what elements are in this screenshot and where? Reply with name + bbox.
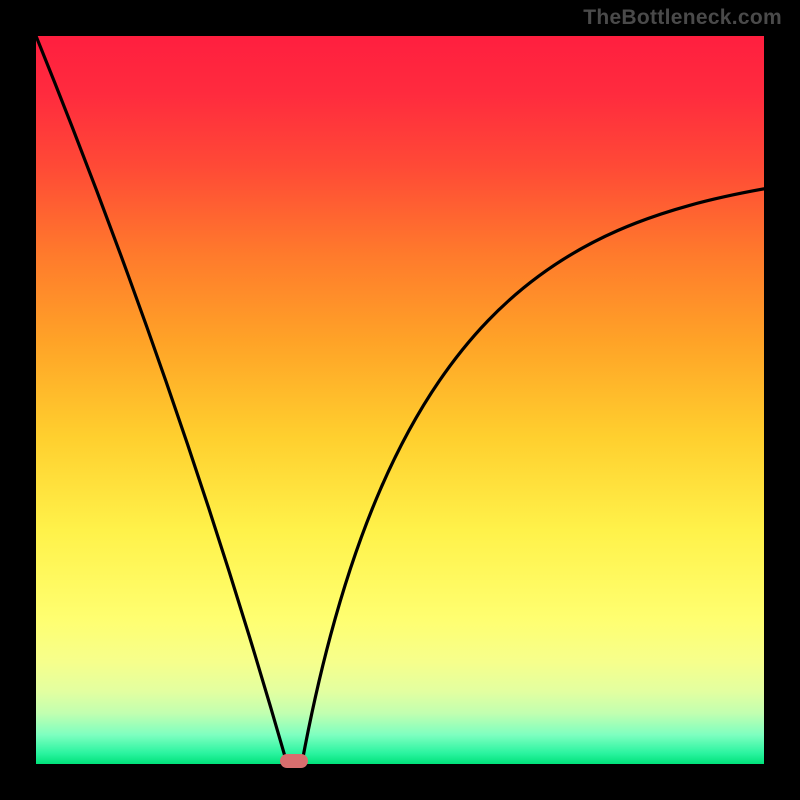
curve-left-branch <box>36 36 287 764</box>
watermark-text: TheBottleneck.com <box>583 6 782 30</box>
curve-right-branch <box>302 189 764 764</box>
apex-marker <box>280 754 308 768</box>
chart-frame: TheBottleneck.com <box>0 0 800 800</box>
bottleneck-curve <box>36 36 764 764</box>
plot-area <box>36 36 764 764</box>
